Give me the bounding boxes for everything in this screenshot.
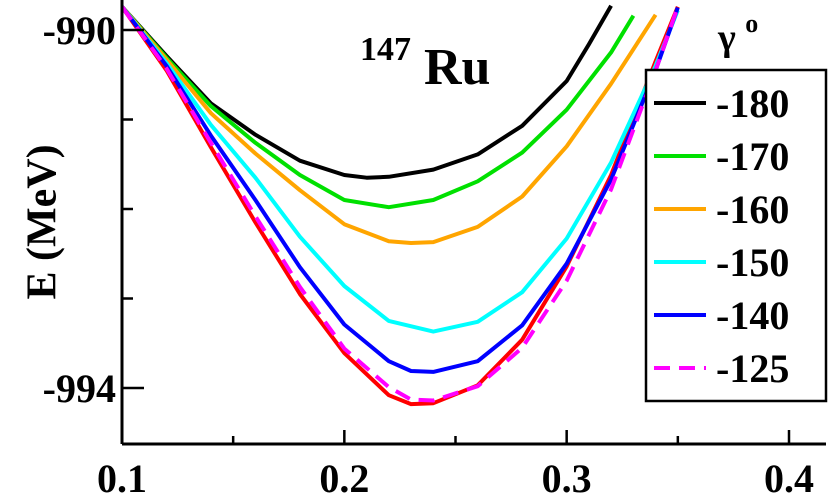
x-tick-label: 0.3	[542, 456, 592, 499]
y-axis-title: E (MeV)	[20, 144, 66, 299]
legend-items: -180 -170 -160 -150 -140 -125	[654, 81, 789, 391]
series-line-minus170	[122, 5, 636, 210]
legend-label: -125	[716, 346, 789, 391]
chart-title-mass-number: 147	[360, 31, 411, 68]
legend: γ o -180 -170 -160 -150 -140 -125	[644, 9, 828, 403]
series-line-minus150	[122, 5, 680, 334]
chart-title: 147 Ru	[360, 15, 490, 96]
y-axis-ticks: -990 -994	[43, 8, 144, 411]
x-tick-label: 0.2	[319, 456, 369, 499]
legend-title-superscript: o	[745, 9, 758, 38]
series-line-minus140	[122, 5, 680, 374]
y-tick-label: -990	[43, 8, 116, 53]
legend-label: -180	[716, 81, 789, 126]
legend-title: γ o	[717, 9, 758, 59]
legend-title-symbol: γ	[717, 17, 736, 59]
series-line-minus180	[122, 4, 613, 180]
x-tick-label: 0.1	[97, 456, 147, 499]
chart-title-element: Ru	[424, 39, 490, 96]
curves-layer	[122, 4, 680, 407]
legend-label: -140	[716, 293, 789, 338]
series-line-minus160	[122, 5, 658, 245]
legend-label: -170	[716, 134, 789, 179]
legend-label: -150	[716, 240, 789, 285]
x-tick-label: 0.4	[764, 456, 814, 499]
y-tick-label: -994	[43, 366, 116, 411]
x-axis-ticks: 0.1 0.2 0.3 0.4	[97, 430, 814, 499]
legend-box	[644, 68, 828, 403]
legend-label: -160	[716, 187, 789, 232]
